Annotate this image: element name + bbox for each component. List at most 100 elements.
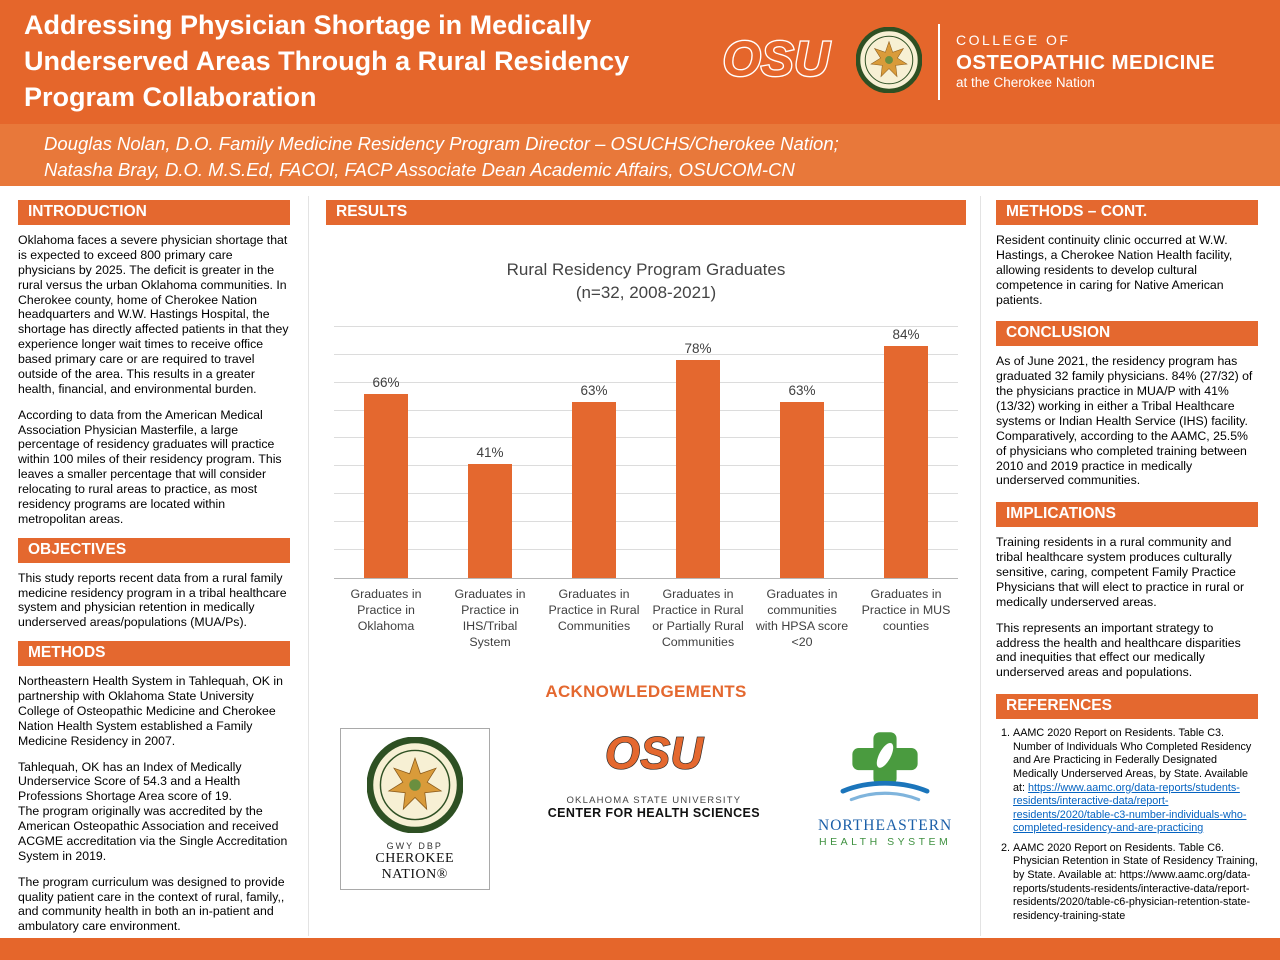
chart-bar	[468, 463, 512, 578]
brand-divider	[938, 24, 940, 100]
results-chart: Rural Residency Program Graduates (n=32,…	[326, 259, 966, 650]
chart-gridline	[334, 521, 958, 523]
section-header-references: REFERENCES	[996, 694, 1258, 720]
cherokee-nation-wordmark: CHEROKEE NATION®	[375, 851, 455, 883]
osu-logo-text: OSU	[605, 728, 704, 778]
chart-gridlines	[334, 325, 958, 578]
osu-logo-icon: OSU	[712, 30, 840, 94]
chart-gridline	[334, 437, 958, 439]
conclusion-paragraph: As of June 2021, the residency program h…	[996, 354, 1253, 488]
poster-footer-bar	[0, 938, 1280, 960]
introduction-paragraph-2: According to data from the American Medi…	[18, 407, 282, 526]
chart-category-label: Graduates in communities with HPSA score…	[755, 586, 849, 649]
northeastern-cross-icon	[830, 732, 940, 812]
cherokee-syllabary-text: GWY DBP	[386, 841, 443, 852]
chart-bar-group: 84%	[854, 327, 958, 578]
northeastern-subtitle: HEALTH SYSTEM	[819, 836, 952, 849]
chart-bar-value-label: 41%	[476, 444, 504, 460]
cherokee-nation-logo: GWY DBP CHEROKEE NATION®	[339, 728, 490, 891]
chart-title: Rural Residency Program Graduates	[506, 260, 786, 279]
section-header-results: RESULTS	[326, 200, 966, 225]
column-divider-left	[308, 196, 309, 936]
poster-title: Addressing Physician Shortage in Medical…	[24, 10, 630, 112]
methods-paragraph-2: Tahlequah, OK has an Index of Medically …	[18, 759, 242, 804]
chart-gridline	[334, 409, 958, 411]
chart-gridline	[334, 549, 958, 550]
chart-gridline	[334, 493, 958, 495]
section-header-methods: METHODS	[18, 641, 290, 667]
section-header-objectives: OBJECTIVES	[18, 537, 290, 563]
methods-paragraph-3: The program originally was accredited by…	[18, 804, 288, 863]
acknowledgement-logos: GWY DBP CHEROKEE NATION® OSU OKLAHOMA ST…	[326, 727, 966, 891]
chart-gridline	[334, 325, 958, 327]
implications-paragraph-1: Training residents in a rural community …	[996, 535, 1245, 609]
chart-plot-area: 66% 41% 63% 78% 63% 84%	[334, 325, 958, 579]
brand-cluster: OSU COLLEGE OF OSTEOPATHIC MEDICINE at t…	[712, 24, 1215, 100]
chart-bar-value-label: 84%	[892, 326, 920, 342]
right-column: METHODS – CONT. Resident continuity clin…	[996, 200, 1258, 929]
chart-bar-group: 78%	[646, 327, 750, 578]
cherokee-seal-icon	[366, 736, 464, 837]
chart-bar-group: 66%	[334, 327, 438, 578]
chart-bar	[780, 402, 824, 578]
college-line1: COLLEGE OF	[956, 32, 1071, 48]
chart-category-label: Graduates in Practice in Rural Communiti…	[548, 586, 640, 633]
reference-item: AAMC 2020 Report on Residents. Table C6.…	[1013, 842, 1258, 924]
reference-text: AAMC 2020 Report on Residents. Table C6.…	[1013, 841, 1258, 922]
chart-category-labels: Graduates in Practice in Oklahoma Graduat…	[334, 587, 958, 651]
osu-logo-icon: OSU	[595, 727, 713, 784]
middle-column: RESULTS Rural Residency Program Graduate…	[326, 200, 966, 891]
chart-bar	[884, 345, 928, 578]
northeastern-wordmark: NORTHEASTERN	[818, 817, 953, 835]
chart-bar-value-label: 63%	[788, 383, 816, 399]
chart-bar-group: 63%	[750, 327, 854, 578]
implications-paragraph-2: This represents an important strategy to…	[996, 620, 1241, 680]
section-header-conclusion: CONCLUSION	[996, 321, 1258, 347]
acknowledgements-title: ACKNOWLEDGEMENTS	[545, 682, 747, 702]
author-line-2: Natasha Bray, D.O. M.S.Ed, FACOI, FACP A…	[44, 158, 795, 180]
chart-bars: 66% 41% 63% 78% 63% 84%	[334, 327, 958, 578]
chart-category-label: Graduates in Practice in Rural or Partia…	[652, 586, 744, 649]
column-divider-right	[980, 196, 981, 936]
chart-category-label: Graduates in Practice in IHS/Tribal Syst…	[454, 586, 526, 649]
cherokee-seal-icon	[855, 26, 923, 98]
chart-bar-group: 41%	[438, 327, 542, 578]
chart-subtitle: (n=32, 2008-2021)	[575, 282, 717, 302]
reference-link[interactable]: https://www.aamc.org/data-reports/studen…	[1013, 781, 1247, 835]
reference-text: AAMC 2020 Report on Residents. Table C3.…	[1013, 727, 1252, 794]
chart-bar	[572, 402, 616, 578]
objectives-paragraph: This study reports recent data from a ru…	[18, 570, 287, 630]
introduction-paragraph-1: Oklahoma faces a severe physician shorta…	[18, 233, 289, 396]
authors-band: Douglas Nolan, D.O. Family Medicine Resi…	[0, 124, 1280, 186]
references-list: AAMC 2020 Report on Residents. Table C3.…	[996, 727, 1258, 923]
reference-item: AAMC 2020 Report on Residents. Table C3.…	[1013, 727, 1258, 836]
chart-gridline	[334, 465, 958, 467]
left-column: INTRODUCTION Oklahoma faces a severe phy…	[18, 200, 290, 945]
college-wordmark: COLLEGE OF OSTEOPATHIC MEDICINE at the C…	[956, 32, 1215, 92]
chart-bar-value-label: 78%	[684, 341, 712, 357]
poster-header: Addressing Physician Shortage in Medical…	[0, 0, 1280, 124]
chart-category-label: Graduates in Practice in MUS counties	[861, 586, 951, 633]
chart-bar-value-label: 66%	[372, 374, 400, 390]
college-line3: at the Cherokee Nation	[956, 75, 1095, 91]
northeastern-health-logo: NORTHEASTERN HEALTH SYSTEM	[818, 728, 952, 848]
osu-chs-logo: OSU OKLAHOMA STATE UNIVERSITY CENTER FOR…	[547, 727, 761, 821]
osu-logo-text: OSU	[723, 31, 831, 86]
chart-bar	[676, 360, 720, 578]
osu-center-label: CENTER FOR HEALTH SCIENCES	[547, 806, 761, 821]
chart-bar-value-label: 63%	[580, 383, 608, 399]
section-header-methods-cont: METHODS – CONT.	[996, 200, 1258, 225]
college-line2: OSTEOPATHIC MEDICINE	[956, 50, 1215, 74]
chart-bar-group: 63%	[542, 327, 646, 578]
methods-paragraph-4: The program curriculum was designed to p…	[18, 874, 285, 934]
methods-paragraph-1: Northeastern Health System in Tahlequah,…	[18, 674, 283, 748]
methods-cont-paragraph: Resident continuity clinic occurred at W…	[996, 233, 1233, 307]
chart-gridline	[334, 353, 958, 355]
chart-bar	[364, 393, 408, 578]
author-line-1: Douglas Nolan, D.O. Family Medicine Resi…	[44, 133, 839, 154]
osu-university-label: OKLAHOMA STATE UNIVERSITY	[566, 795, 742, 807]
section-header-introduction: INTRODUCTION	[18, 200, 290, 225]
chart-gridline	[334, 381, 958, 383]
section-header-implications: IMPLICATIONS	[996, 502, 1258, 528]
chart-category-label: Graduates in Practice in Oklahoma	[350, 586, 422, 633]
